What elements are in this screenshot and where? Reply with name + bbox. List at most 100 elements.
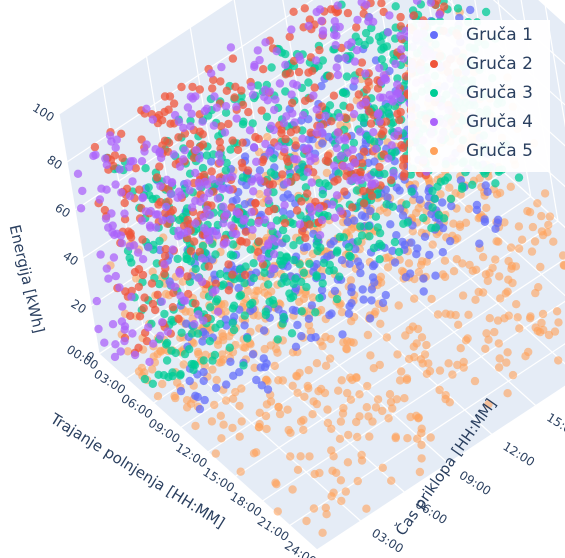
point-series-1-328 [126, 229, 135, 238]
point-series-2-542 [282, 252, 291, 261]
point-series-4-78 [337, 308, 347, 317]
point-series-2-74 [402, 200, 411, 209]
point-series-2-334 [173, 254, 182, 264]
point-series-0-356 [396, 204, 405, 213]
point-series-4-679 [533, 199, 542, 208]
point-series-1-293 [330, 177, 339, 186]
point-series-1-329 [288, 98, 297, 108]
point-series-0-369 [347, 299, 356, 308]
point-series-4-431 [402, 374, 412, 383]
point-series-1-217 [291, 141, 300, 150]
point-series-0-91 [358, 285, 367, 294]
point-series-1-268 [174, 314, 183, 324]
point-series-4-712 [504, 256, 513, 266]
point-series-1-72 [325, 72, 335, 81]
point-series-2-642 [266, 168, 276, 177]
point-series-2-470 [419, 213, 428, 223]
point-series-1-413 [215, 137, 224, 147]
point-series-4-143 [508, 370, 518, 380]
point-series-4-703 [449, 219, 458, 228]
point-series-2-576 [332, 248, 342, 257]
point-series-3-365 [356, 101, 365, 110]
point-series-1-248 [399, 154, 408, 163]
point-series-3-87 [180, 146, 189, 155]
point-series-2-252 [393, 74, 402, 83]
point-series-4-57 [247, 231, 257, 241]
point-series-4-637 [293, 388, 302, 397]
point-series-3-104 [303, 168, 312, 177]
point-series-4-464 [346, 395, 356, 404]
point-series-4-87 [299, 425, 308, 435]
point-series-4-853 [363, 381, 372, 391]
legend-label-4: Gruča 5 [466, 140, 533, 161]
point-series-0-294 [483, 187, 492, 196]
legend-item-3[interactable]: Gruča 4 [408, 107, 550, 136]
point-series-1-378 [305, 15, 314, 24]
point-series-4-373 [401, 331, 410, 340]
point-series-0-184 [283, 190, 292, 199]
point-series-0-402 [347, 283, 356, 292]
legend-marker-1 [430, 59, 438, 68]
point-series-3-54 [145, 357, 154, 367]
point-series-4-893 [409, 342, 418, 351]
legend-item-0[interactable]: Gruča 1 [408, 20, 550, 49]
point-series-1-1 [289, 7, 298, 16]
point-series-3-407 [375, 93, 385, 102]
point-series-4-101 [148, 365, 157, 374]
point-series-0-380 [392, 231, 401, 240]
point-series-2-678 [431, 223, 441, 232]
point-series-3-213 [248, 225, 257, 234]
point-series-3-392 [198, 117, 207, 126]
point-series-4-346 [336, 417, 346, 426]
point-series-0-223 [447, 201, 456, 211]
point-series-4-667 [263, 132, 272, 142]
point-series-3-287 [336, 207, 345, 216]
point-series-3-376 [130, 350, 140, 360]
point-series-3-132 [199, 212, 208, 222]
point-series-4-415 [528, 222, 538, 232]
point-series-1-225 [166, 119, 175, 128]
point-series-4-840 [343, 388, 352, 398]
point-series-0-407 [299, 243, 309, 252]
point-series-3-383 [205, 236, 214, 245]
point-series-4-596 [425, 366, 435, 376]
point-series-4-693 [309, 397, 318, 406]
point-series-0-4 [343, 217, 352, 227]
point-series-1-204 [161, 208, 170, 218]
point-series-4-889 [357, 456, 367, 465]
point-series-3-237 [194, 310, 203, 319]
point-series-2-166 [364, 222, 373, 231]
point-series-3-114 [191, 219, 200, 228]
point-series-3-140 [226, 43, 236, 52]
point-series-3-382 [227, 221, 236, 230]
point-series-0-333 [288, 305, 298, 315]
point-series-4-586 [538, 230, 548, 240]
point-series-1-144 [354, 90, 363, 99]
legend-item-4[interactable]: Gruča 5 [408, 136, 550, 165]
point-series-2-272 [199, 356, 208, 365]
point-series-3-359 [108, 221, 117, 230]
point-series-4-267 [458, 291, 468, 300]
point-series-3-301 [100, 338, 109, 347]
point-series-3-305 [312, 105, 321, 114]
point-series-2-98 [345, 251, 354, 260]
point-series-3-186 [138, 255, 148, 264]
point-series-2-351 [289, 241, 298, 250]
point-series-1-193 [224, 260, 233, 269]
point-series-4-724 [260, 288, 269, 297]
legend-item-2[interactable]: Gruča 3 [408, 78, 550, 107]
legend-item-1[interactable]: Gruča 2 [408, 49, 550, 78]
point-series-1-20 [327, 117, 336, 126]
point-series-0-2 [359, 295, 368, 304]
point-series-4-537 [420, 350, 430, 359]
point-series-2-124 [428, 203, 437, 212]
point-series-3-156 [76, 204, 86, 213]
point-series-0-272 [324, 132, 333, 142]
point-series-1-125 [183, 272, 192, 281]
point-series-3-65 [151, 210, 161, 219]
point-series-3-59 [96, 250, 105, 259]
point-series-2-493 [321, 179, 330, 188]
point-series-1-105 [377, 130, 386, 139]
point-series-4-46 [494, 363, 504, 372]
